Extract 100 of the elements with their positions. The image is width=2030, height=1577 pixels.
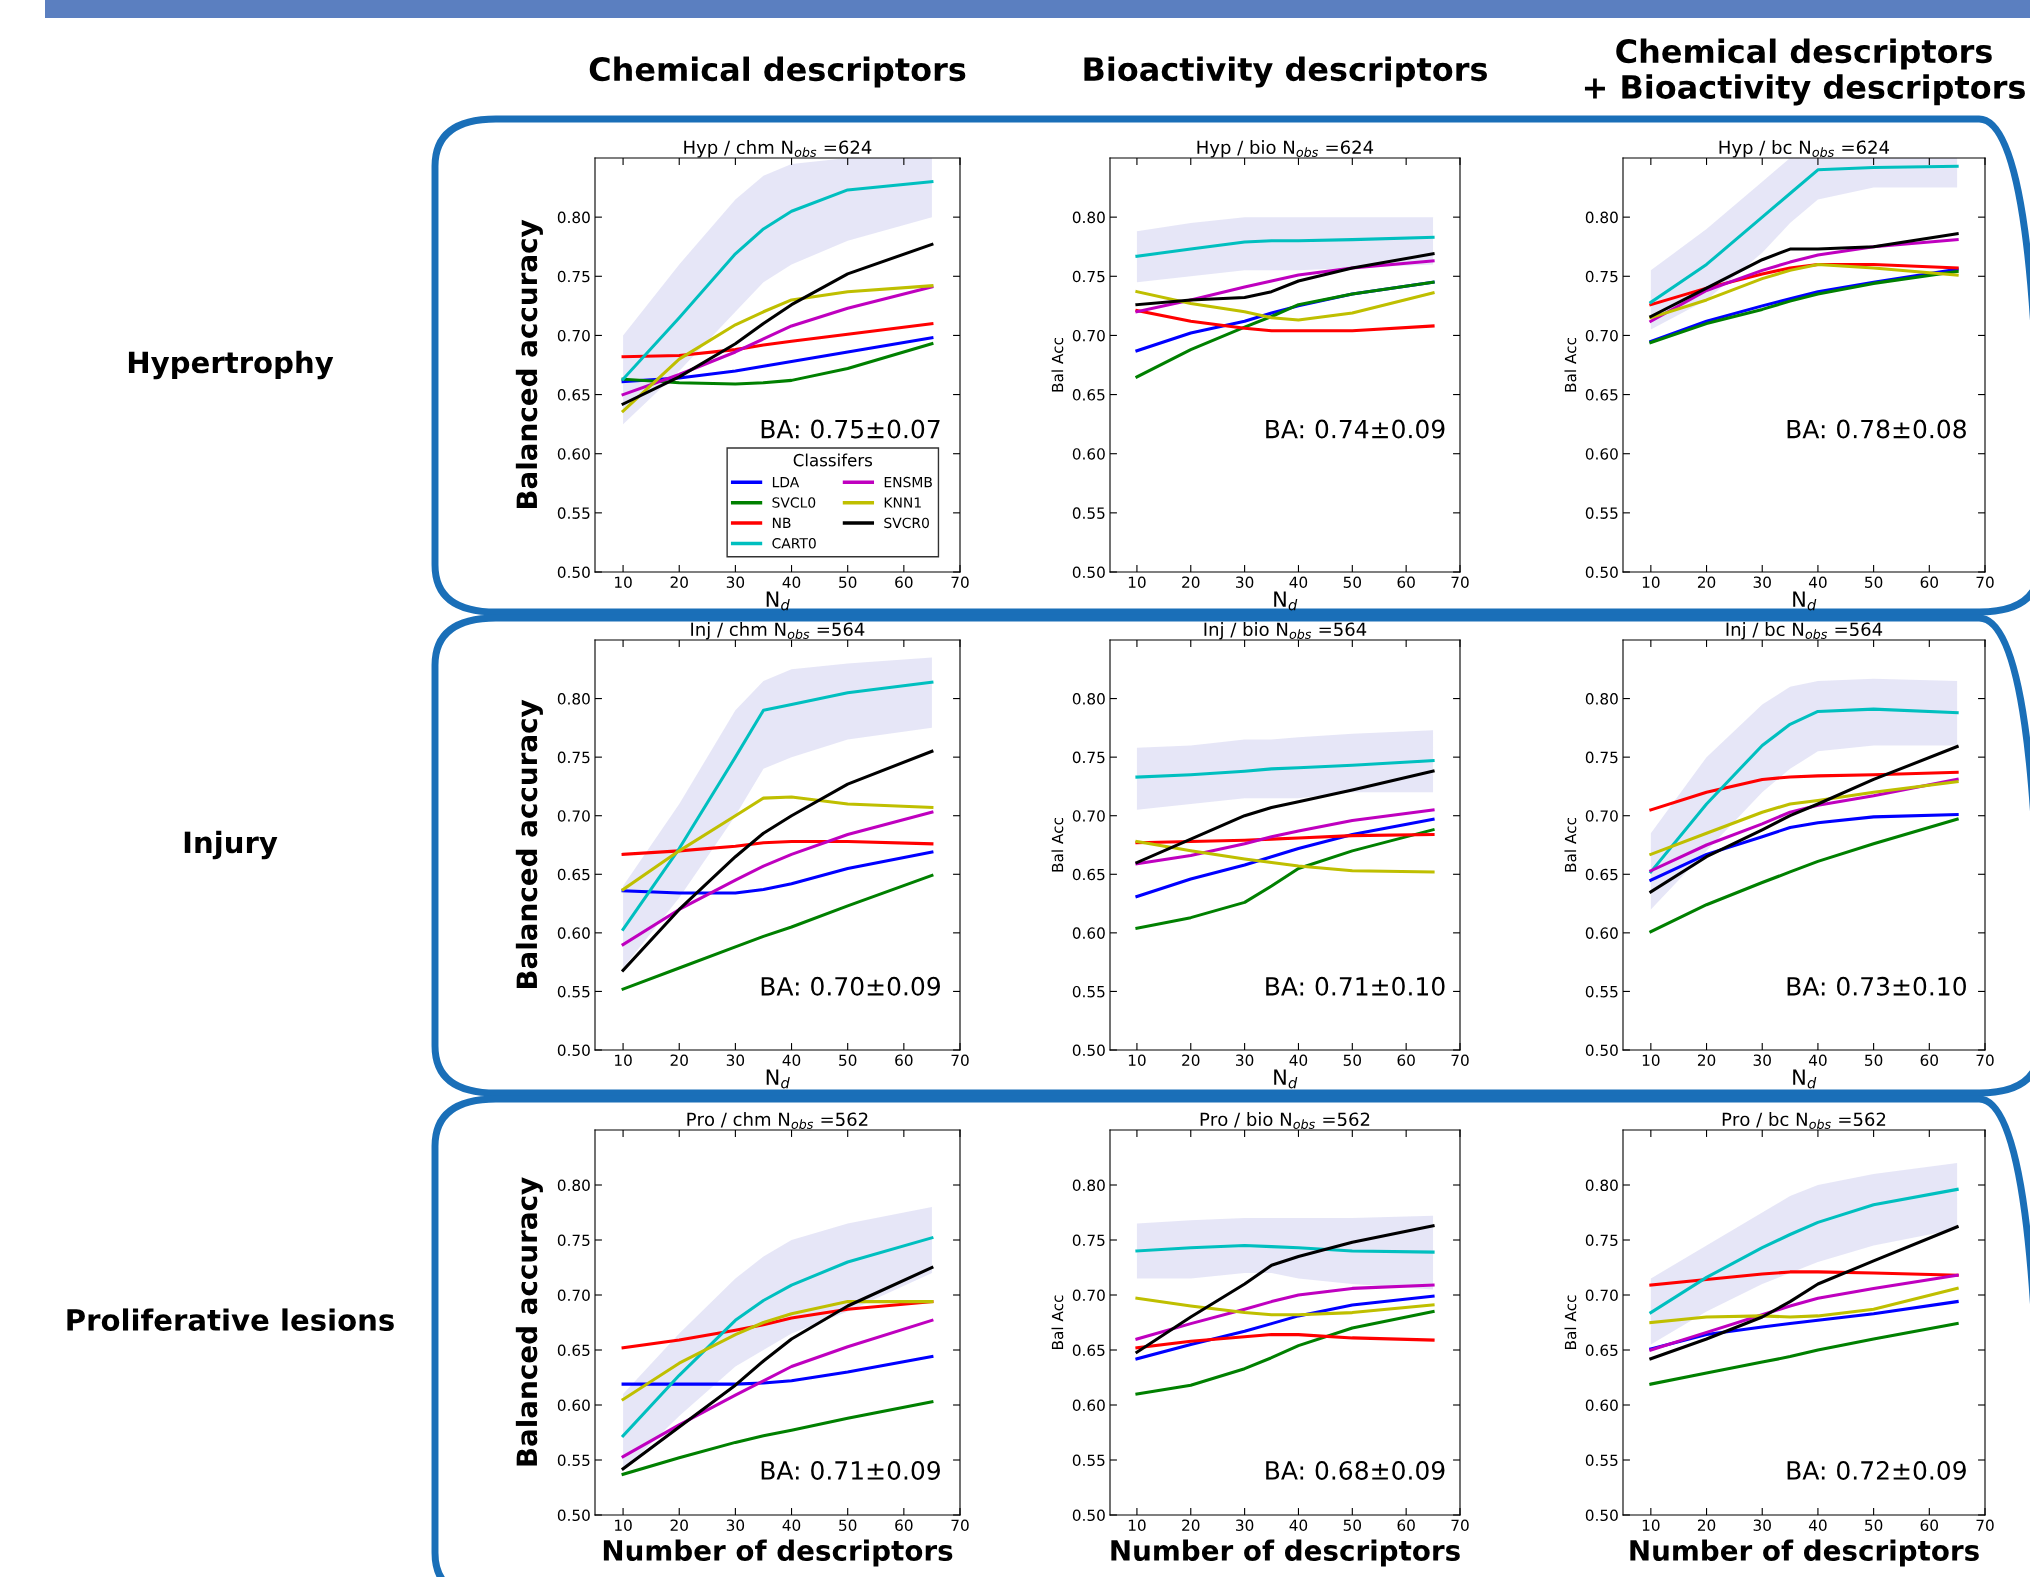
x-tick-label: 40 [1808, 1519, 1827, 1531]
y-tick-label: 0.60 [1585, 1399, 1618, 1412]
x-tick-label: 70 [1451, 1054, 1469, 1066]
y-tick-label: 0.50 [1585, 1044, 1618, 1057]
legend-label: SVCR0 [884, 517, 929, 529]
y-axis-title: Bal Acc [1564, 337, 1577, 392]
y-axis-title: Bal Acc [1051, 817, 1064, 872]
annotation: BA: 0.72±0.09 [1787, 1460, 1966, 1480]
x-tick-label: 20 [670, 1519, 688, 1531]
x-tick-label: 50 [1865, 576, 1883, 588]
y-axis-title: Bal Acc [1564, 817, 1577, 872]
y-axis-title: Balanced accuracy [515, 1177, 543, 1466]
x-axis-title: N$_{d}$ [1274, 1069, 1298, 1089]
x-axis-title: N$_{d}$ [766, 591, 790, 611]
x-tick-label: 60 [895, 576, 913, 588]
y-tick-label: 0.75 [557, 1234, 590, 1247]
y-tick-label: 0.65 [1585, 1344, 1618, 1357]
y-tick-label: 0.75 [557, 270, 590, 283]
annotation: BA: 0.78±0.08 [1787, 419, 1966, 439]
legend-title: Classifers [793, 453, 873, 467]
annotation: BA: 0.74±0.09 [1266, 419, 1445, 439]
x-tick-label: 40 [1808, 576, 1827, 588]
y-tick-label: 0.75 [1585, 1234, 1618, 1247]
text: Proliferative lesions [67, 1308, 394, 1331]
y-axis-title: Balanced accuracy [515, 219, 543, 509]
y-tick-label: 0.80 [1585, 1179, 1618, 1192]
y-tick-label: 0.55 [557, 985, 590, 998]
y-tick-label: 0.80 [1585, 211, 1618, 224]
y-tick-label: 0.65 [557, 1344, 590, 1357]
chart-title: Inj / bio N$_{obs}$ =564 [1204, 622, 1367, 640]
y-tick-label: 0.60 [1585, 448, 1618, 460]
y-tick-label: 0.75 [1072, 751, 1105, 764]
x-tick-label: 20 [1697, 1519, 1716, 1531]
legend-label: CART0 [772, 538, 816, 549]
annotation: BA: 0.70±0.09 [761, 976, 940, 996]
y-tick-label: 0.65 [557, 868, 590, 881]
x-tick-label: 50 [1865, 1519, 1883, 1531]
x-tick-label: 20 [670, 576, 688, 588]
y-tick-label: 0.65 [1585, 389, 1618, 401]
x-tick-label: 50 [839, 1519, 857, 1531]
x-tick-label: 40 [1808, 1054, 1827, 1066]
chart-title: Hyp / bio N$_{obs}$ =624 [1197, 140, 1374, 158]
y-tick-label: 0.50 [557, 566, 590, 579]
annotation: BA: 0.75±0.07 [761, 419, 940, 439]
x-tick-label: 60 [895, 1054, 913, 1066]
annotation: BA: 0.71±0.10 [1266, 976, 1445, 996]
legend-label: ENSMB [884, 476, 932, 488]
x-tick-label: 40 [1289, 1054, 1308, 1066]
x-tick-label: 50 [1865, 1054, 1883, 1066]
x-tick-label: 40 [1289, 576, 1308, 588]
x-axis-title: N$_{d}$ [1793, 1069, 1817, 1089]
y-tick-label: 0.65 [557, 389, 590, 401]
y-axis-title: Bal Acc [1051, 1295, 1064, 1349]
x-tick-label: 40 [1289, 1519, 1308, 1531]
y-tick-label: 0.55 [1072, 985, 1105, 998]
x-tick-label: 70 [1451, 1519, 1469, 1531]
x-tick-label: 30 [726, 576, 745, 588]
x-axis-title: N$_{d}$ [766, 1069, 790, 1089]
chart-title: Inj / chm N$_{obs}$ =564 [691, 622, 865, 640]
x-tick-label: 60 [1397, 1519, 1415, 1531]
y-tick-label: 0.60 [557, 1399, 590, 1412]
y-tick-label: 0.65 [1072, 868, 1105, 881]
x-tick-label: 30 [1236, 1519, 1254, 1531]
chart-title: Inj / bc N$_{obs}$ =564 [1726, 622, 1883, 640]
y-tick-label: 0.60 [1072, 927, 1105, 939]
y-axis-title: Balanced accuracy [515, 699, 543, 989]
x-tick-label: 70 [1976, 1519, 1994, 1531]
x-axis-title: Number of descriptors [1630, 1539, 1979, 1567]
x-tick-label: 70 [1976, 1054, 1994, 1066]
x-tick-label: 70 [951, 1519, 969, 1531]
annotation: BA: 0.68±0.09 [1266, 1460, 1445, 1480]
x-tick-label: 20 [1697, 576, 1716, 588]
annotation: BA: 0.73±0.10 [1787, 976, 1966, 996]
x-tick-label: 10 [1128, 576, 1146, 588]
legend-label: KNN1 [884, 497, 921, 508]
y-tick-label: 0.60 [1072, 1399, 1105, 1412]
chart-title: Pro / bio N$_{obs}$ =562 [1200, 1112, 1370, 1129]
x-tick-label: 70 [1451, 576, 1469, 588]
y-tick-label: 0.75 [1585, 270, 1618, 283]
y-tick-label: 0.75 [557, 751, 590, 764]
y-tick-label: 0.70 [557, 329, 590, 342]
y-tick-label: 0.55 [1072, 507, 1105, 519]
x-tick-label: 20 [1697, 1054, 1716, 1066]
x-tick-label: 50 [1343, 1054, 1362, 1066]
chart-subtitle: Bioactivity descriptors [1084, 56, 1487, 88]
x-tick-label: 10 [615, 576, 632, 588]
y-tick-label: 0.70 [1072, 810, 1105, 822]
x-tick-label: 50 [1343, 576, 1362, 588]
y-tick-label: 0.80 [1072, 1179, 1105, 1192]
x-tick-label: 20 [1182, 1054, 1200, 1066]
x-tick-label: 50 [839, 576, 857, 588]
y-tick-label: 0.80 [1585, 693, 1618, 705]
chart-subtitle: Chemical descriptors + Bioactivity descriptors [1584, 38, 2025, 106]
y-tick-label: 0.75 [1585, 751, 1618, 764]
x-tick-label: 20 [1182, 1519, 1200, 1531]
x-tick-label: 10 [1642, 1519, 1660, 1531]
x-tick-label: 70 [951, 576, 969, 588]
x-tick-label: 60 [1397, 576, 1415, 588]
y-tick-label: 0.70 [1585, 329, 1618, 342]
x-tick-label: 60 [895, 1519, 913, 1531]
